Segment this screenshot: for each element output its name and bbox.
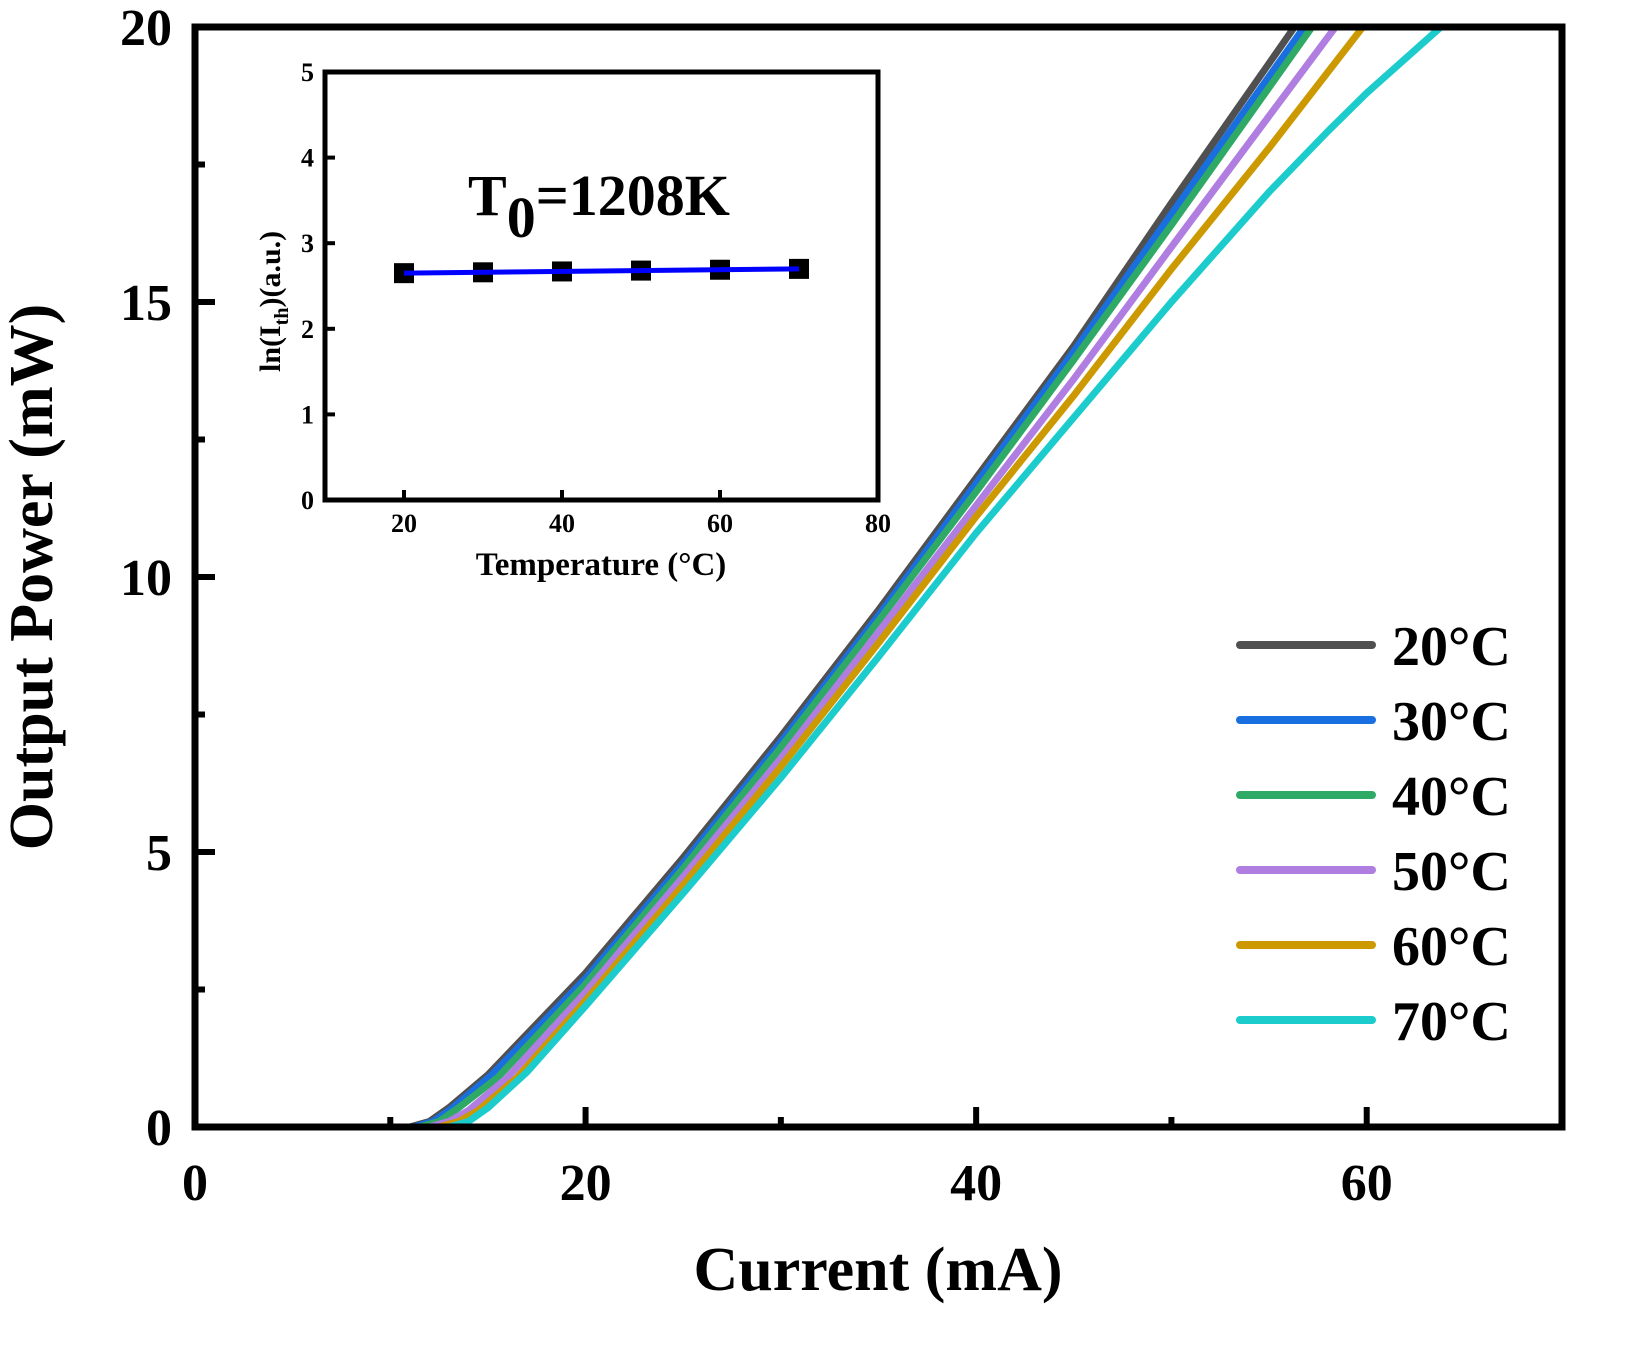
inset-fit-line [403,266,800,276]
inset-x-tick-label: 60 [707,509,733,538]
inset-y-tick-label: 4 [301,144,314,173]
x-tick-label: 60 [1341,1155,1393,1212]
inset-ticks: 20 40 60 80 0 1 2 3 4 5 [301,58,891,538]
inset-x-tick-label: 40 [549,509,575,538]
main-x-axis-label: Current (mA) [693,1236,1062,1304]
y-tick-label: 15 [120,275,172,332]
inset-x-axis-label: Temperature (°C) [476,547,727,583]
legend: 20°C 30°C 40°C 50°C 60°C 70°C [1236,616,1511,1053]
y-tick-label: 10 [120,550,172,607]
main-y-axis-label: Output Power (mW) [0,304,66,850]
x-tick-label: 40 [950,1155,1002,1212]
legend-label: 70°C [1392,991,1511,1053]
y-tick-label: 20 [120,0,172,57]
series-line-0 [195,24,1298,1131]
y-tick-label: 0 [146,1100,172,1157]
inset-series-group [394,258,809,284]
inset-y-tick-label: 3 [301,229,314,258]
inset-y-tick-label: 2 [301,315,314,344]
series-line-4 [195,24,1366,1131]
x-tick-label: 0 [182,1155,208,1212]
legend-label: 30°C [1392,691,1511,753]
series-line-1 [195,24,1308,1131]
legend-label: 50°C [1392,841,1511,903]
inset-x-tick-label: 80 [865,509,891,538]
inset-y-tick-label: 0 [301,486,314,515]
series-line-5 [195,24,1444,1131]
legend-label: 60°C [1392,916,1511,978]
inset-y-axis-label: ln(Ith)(a.u.) [254,231,293,372]
inset-y-tick-label: 1 [301,400,314,429]
main-series-group [195,24,1444,1131]
inset-y-tick-label: 5 [301,58,314,87]
legend-label: 40°C [1392,766,1511,828]
inset-x-tick-label: 20 [391,509,417,538]
series-line-3 [195,24,1339,1131]
legend-label: 20°C [1392,616,1511,678]
x-tick-label: 20 [560,1155,612,1212]
inset-plot-frame [322,69,881,503]
inset-annotation-t0: T0=1208K [468,163,730,250]
y-tick-label: 5 [146,825,172,882]
series-line-2 [195,24,1315,1131]
